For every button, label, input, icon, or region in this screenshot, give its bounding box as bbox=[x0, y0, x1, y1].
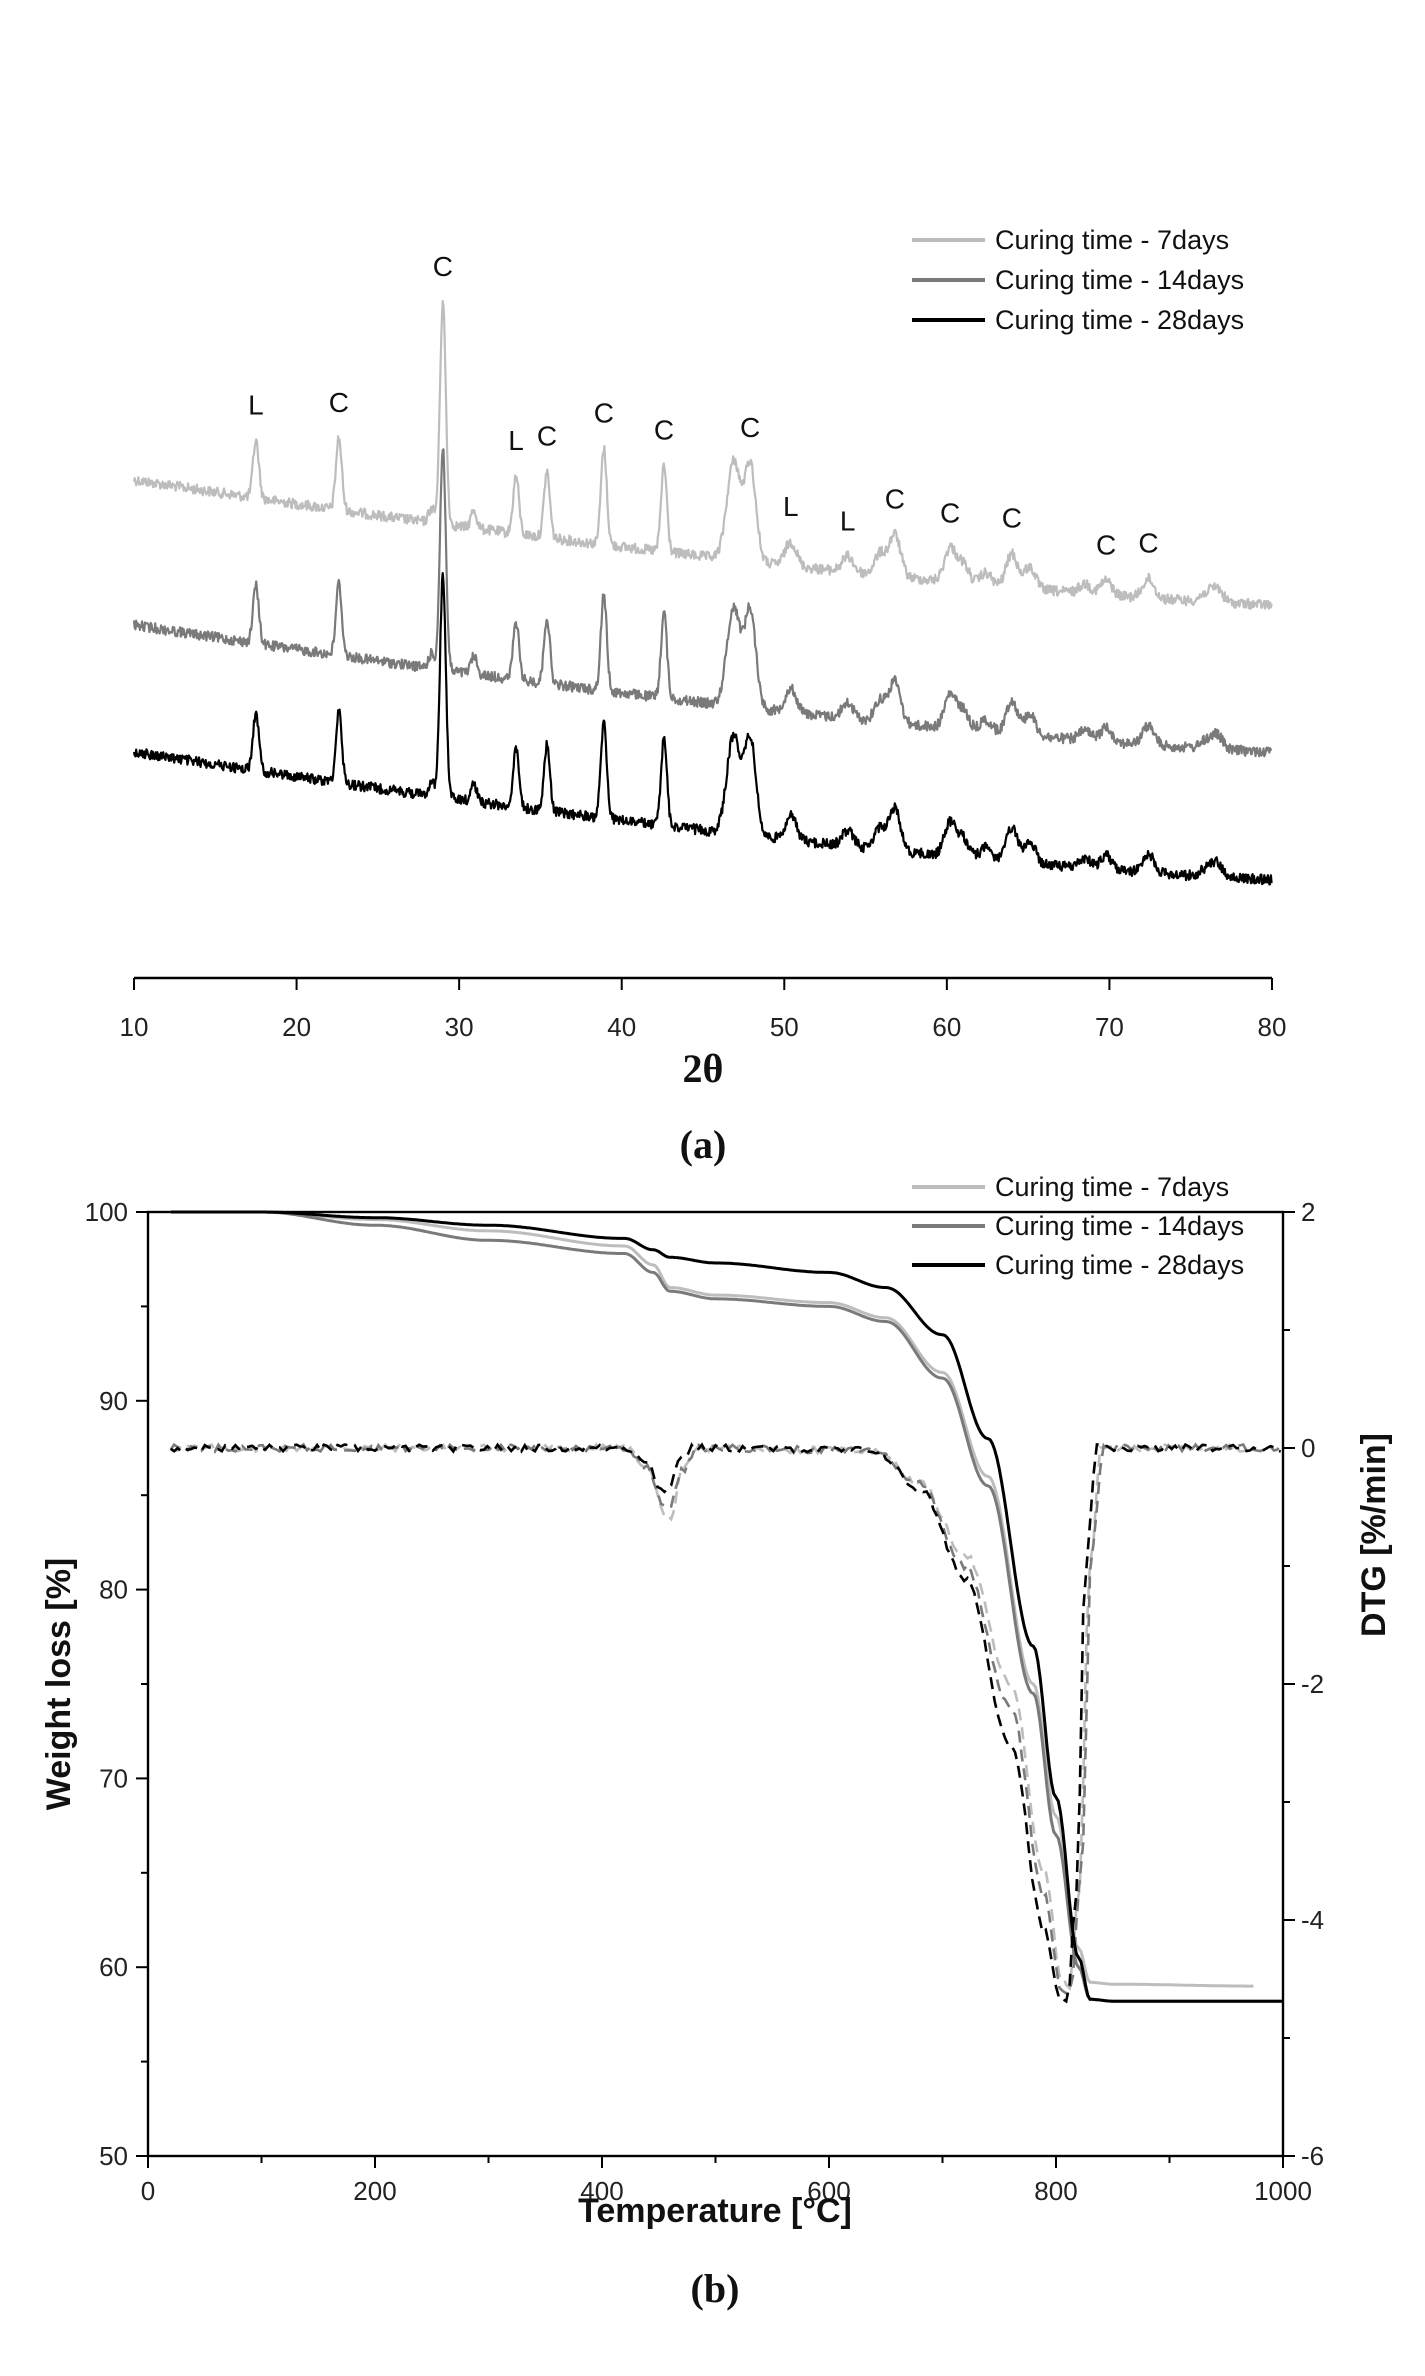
tga-dtg-line bbox=[170, 1441, 1254, 1992]
xrd-peak-label: C bbox=[654, 414, 674, 445]
tga-tg-line bbox=[170, 1210, 1254, 1988]
tga-y2-axis-label: DTG [%/min] bbox=[1355, 1433, 1393, 1637]
xrd-x-tick-label: 20 bbox=[282, 1012, 311, 1042]
tga-legend-label-7days: Curing time - 7days bbox=[995, 1172, 1229, 1202]
xrd-x-tick-label: 70 bbox=[1095, 1012, 1124, 1042]
xrd-peak-label: C bbox=[329, 387, 349, 418]
xrd-x-tick-label: 30 bbox=[445, 1012, 474, 1042]
xrd-legend: Curing time - 7days Curing time - 14days… bbox=[912, 225, 1244, 335]
xrd-x-tick-label: 80 bbox=[1258, 1012, 1287, 1042]
tga-y2-tick-label: -6 bbox=[1301, 2141, 1324, 2171]
tga-x-tick-label: 600 bbox=[807, 2176, 850, 2206]
tga-dtg-line bbox=[169, 1442, 1282, 1996]
tga-y-tick-label: 60 bbox=[99, 1952, 128, 1982]
xrd-peak-label: C bbox=[740, 412, 760, 443]
xrd-peak-label: C bbox=[594, 398, 614, 429]
xrd-series-line bbox=[132, 300, 1273, 610]
xrd-x-tick-label: 60 bbox=[932, 1012, 961, 1042]
tga-x-tick-label: 800 bbox=[1034, 2176, 1077, 2206]
xrd-peak-label: C bbox=[1138, 528, 1158, 559]
tga-y-tick-label: 90 bbox=[99, 1386, 128, 1416]
xrd-peak-label: L bbox=[248, 390, 264, 421]
tga-ticks: 0 200 400 600 800 1000 50 60 70 80 90 100 -6 -4 -2 0 2 bbox=[85, 1197, 1325, 2206]
xrd-series-line bbox=[132, 572, 1273, 886]
tga-curves bbox=[169, 1210, 1283, 2004]
xrd-legend-label-28days: Curing time - 28days bbox=[995, 305, 1244, 335]
tga-x-tick-label: 0 bbox=[141, 2176, 155, 2206]
xrd-series-line bbox=[132, 448, 1273, 758]
panel-label-b: (b) bbox=[691, 2266, 740, 2311]
tga-plot-frame bbox=[146, 1210, 1285, 2158]
tga-y2-tick-label: -2 bbox=[1301, 1669, 1324, 1699]
xrd-peak-labels: L CCL CCC CL LC C CC C bbox=[248, 251, 1158, 560]
xrd-peak-label: C bbox=[885, 484, 905, 515]
tga-tg-line bbox=[170, 1210, 1283, 2003]
xrd-x-tick-label: 50 bbox=[770, 1012, 799, 1042]
xrd-curves bbox=[132, 300, 1273, 886]
tga-y-tick-label: 50 bbox=[99, 2141, 128, 2171]
xrd-x-ticks: 10 20 30 40 50 60 70 80 bbox=[120, 978, 1287, 1042]
xrd-x-axis-label: 2θ bbox=[683, 1046, 724, 1091]
panel-label-a: (a) bbox=[680, 1122, 727, 1167]
xrd-peak-label: C bbox=[940, 497, 960, 528]
tga-y2-tick-label: -4 bbox=[1301, 1905, 1324, 1935]
xrd-peak-label: L bbox=[840, 505, 856, 536]
tga-x-axis-label: Temperature [°C] bbox=[578, 2192, 852, 2230]
xrd-peak-label: L bbox=[783, 491, 799, 522]
tga-y-tick-label: 70 bbox=[99, 1763, 128, 1793]
tga-y2-tick-label: 2 bbox=[1301, 1197, 1315, 1227]
xrd-legend-label-14days: Curing time - 14days bbox=[995, 265, 1244, 295]
tga-x-tick-label: 1000 bbox=[1254, 2176, 1312, 2206]
tga-y-tick-label: 100 bbox=[85, 1197, 128, 1227]
tga-y-tick-label: 80 bbox=[99, 1575, 128, 1605]
tga-y2-tick-label: 0 bbox=[1301, 1433, 1315, 1463]
xrd-legend-label-7days: Curing time - 7days bbox=[995, 225, 1229, 255]
xrd-x-tick-label: 10 bbox=[120, 1012, 149, 1042]
xrd-peak-label: C bbox=[433, 251, 453, 282]
tga-legend: Curing time - 7days Curing time - 14days… bbox=[912, 1172, 1244, 1280]
tga-dtg-line bbox=[169, 1442, 1282, 2004]
tga-legend-label-14days: Curing time - 14days bbox=[995, 1211, 1244, 1241]
tga-x-tick-label: 400 bbox=[580, 2176, 623, 2206]
xrd-chart: L CCL CCC CL LC C CC C 10 20 30 40 50 60 70 80 2θ Curi… bbox=[120, 225, 1287, 1167]
tga-chart: 0 200 400 600 800 1000 50 60 70 80 90 100 -6 -4 -2 0 2 T… bbox=[40, 1172, 1393, 2311]
tga-tg-line bbox=[170, 1210, 1283, 2003]
tga-legend-label-28days: Curing time - 28days bbox=[995, 1250, 1244, 1280]
xrd-peak-label: C bbox=[537, 421, 557, 452]
xrd-peak-label: C bbox=[1002, 503, 1022, 534]
xrd-peak-label: C bbox=[1096, 529, 1116, 560]
tga-y-axis-label: Weight loss [%] bbox=[40, 1558, 78, 1811]
xrd-x-tick-label: 40 bbox=[607, 1012, 636, 1042]
tga-x-tick-label: 200 bbox=[353, 2176, 396, 2206]
xrd-peak-label: L bbox=[508, 425, 524, 456]
